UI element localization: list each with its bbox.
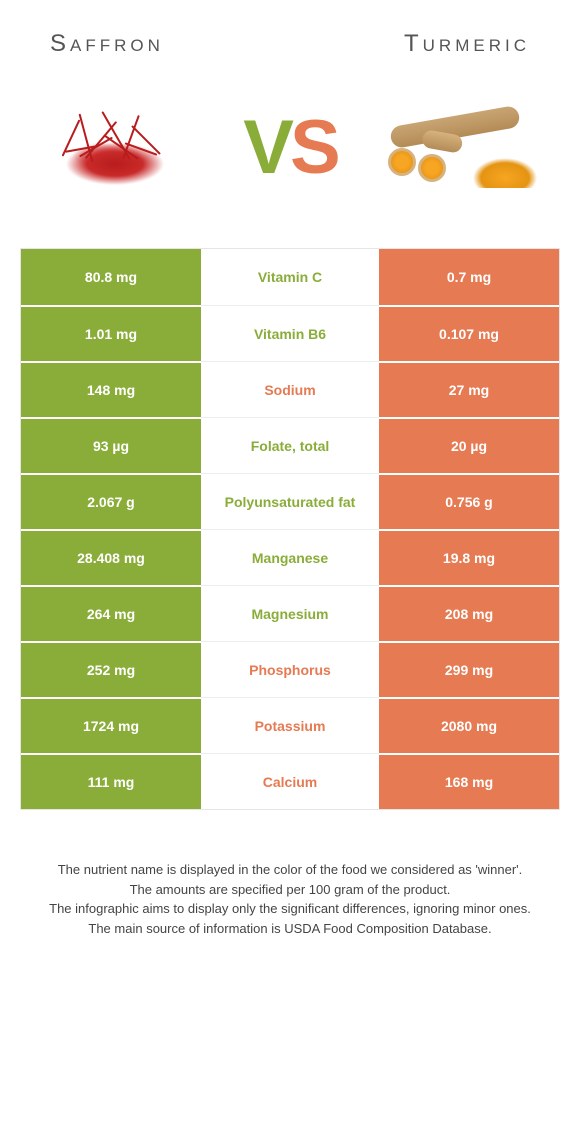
nutrient-label: Sodium — [201, 361, 379, 417]
vs-text: VS — [243, 110, 336, 186]
turmeric-value: 0.756 g — [379, 473, 559, 529]
turmeric-value: 0.107 mg — [379, 305, 559, 361]
saffron-value: 264 mg — [21, 585, 201, 641]
turmeric-value: 19.8 mg — [379, 529, 559, 585]
table-row: 252 mgPhosphorus299 mg — [21, 641, 559, 697]
saffron-value: 111 mg — [21, 753, 201, 809]
turmeric-value: 208 mg — [379, 585, 559, 641]
turmeric-value: 299 mg — [379, 641, 559, 697]
turmeric-value: 0.7 mg — [379, 249, 559, 305]
header: Saffron Turmeric — [0, 0, 580, 68]
nutrient-label: Vitamin C — [201, 249, 379, 305]
table-row: 28.408 mgManganese19.8 mg — [21, 529, 559, 585]
nutrient-label: Polyunsaturated fat — [201, 473, 379, 529]
saffron-value: 252 mg — [21, 641, 201, 697]
turmeric-value: 168 mg — [379, 753, 559, 809]
saffron-value: 148 mg — [21, 361, 201, 417]
title-turmeric: Turmeric — [404, 30, 530, 58]
table-row: 80.8 mgVitamin C0.7 mg — [21, 249, 559, 305]
saffron-image — [30, 88, 200, 208]
turmeric-value: 27 mg — [379, 361, 559, 417]
turmeric-value: 2080 mg — [379, 697, 559, 753]
table-row: 264 mgMagnesium208 mg — [21, 585, 559, 641]
nutrient-label: Folate, total — [201, 417, 379, 473]
nutrient-label: Manganese — [201, 529, 379, 585]
saffron-value: 93 µg — [21, 417, 201, 473]
saffron-value: 80.8 mg — [21, 249, 201, 305]
nutrient-label: Vitamin B6 — [201, 305, 379, 361]
turmeric-image — [380, 88, 550, 208]
saffron-value: 28.408 mg — [21, 529, 201, 585]
saffron-value: 2.067 g — [21, 473, 201, 529]
nutrient-label: Calcium — [201, 753, 379, 809]
table-row: 1724 mgPotassium2080 mg — [21, 697, 559, 753]
title-saffron: Saffron — [50, 30, 164, 58]
footnote-line: The main source of information is USDA F… — [30, 919, 550, 939]
table-row: 1.01 mgVitamin B60.107 mg — [21, 305, 559, 361]
table-row: 2.067 gPolyunsaturated fat0.756 g — [21, 473, 559, 529]
footnote-line: The infographic aims to display only the… — [30, 899, 550, 919]
nutrient-label: Phosphorus — [201, 641, 379, 697]
turmeric-value: 20 µg — [379, 417, 559, 473]
saffron-value: 1724 mg — [21, 697, 201, 753]
table-row: 111 mgCalcium168 mg — [21, 753, 559, 809]
table-row: 148 mgSodium27 mg — [21, 361, 559, 417]
hero-row: VS — [0, 68, 580, 248]
footnote-line: The nutrient name is displayed in the co… — [30, 860, 550, 880]
saffron-value: 1.01 mg — [21, 305, 201, 361]
footnote-line: The amounts are specified per 100 gram o… — [30, 880, 550, 900]
comparison-table: 80.8 mgVitamin C0.7 mg1.01 mgVitamin B60… — [20, 248, 560, 810]
table-row: 93 µgFolate, total20 µg — [21, 417, 559, 473]
nutrient-label: Potassium — [201, 697, 379, 753]
nutrient-label: Magnesium — [201, 585, 379, 641]
footnotes: The nutrient name is displayed in the co… — [0, 810, 580, 938]
